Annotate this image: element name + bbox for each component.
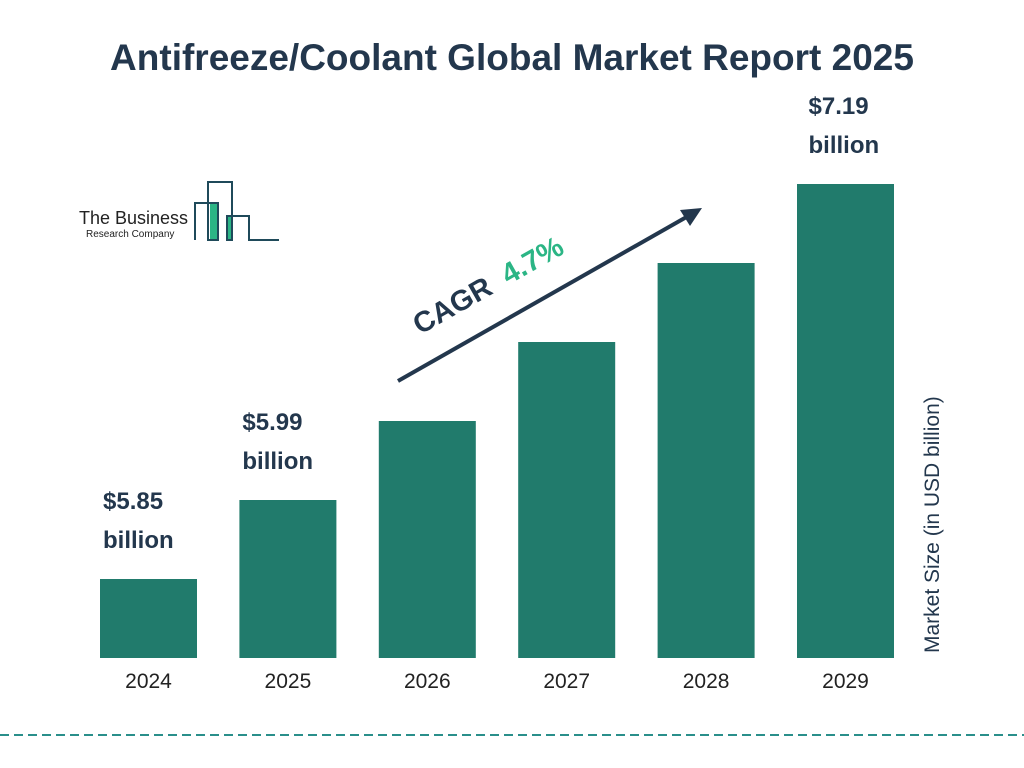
x-tick-label: 2027 [543, 670, 590, 693]
trend-arrow-line [397, 213, 691, 383]
bar-2027 [518, 342, 616, 658]
data-label: $5.99 [242, 409, 302, 436]
x-tick-label: 2026 [404, 670, 451, 693]
cagr-value: 4.7% [496, 231, 569, 292]
bar-2024 [100, 579, 197, 658]
arrow-head-icon [680, 208, 702, 226]
data-label: $7.19 [809, 93, 869, 120]
data-label: billion [809, 132, 880, 159]
svg-text:CAGR 4.7%: CAGR 4.7% [408, 231, 570, 341]
data-label: billion [103, 527, 174, 554]
chart-title: Antifreeze/Coolant Global Market Report … [110, 37, 914, 78]
x-tick-label: 2025 [265, 670, 312, 693]
bar-2026 [378, 421, 476, 658]
bar-2029 [797, 184, 894, 658]
bar-2025 [239, 500, 337, 658]
data-label: $5.85 [103, 488, 163, 515]
logo-line1: The Business [79, 208, 188, 228]
y-axis-label: Market Size (in USD billion) [921, 396, 944, 653]
company-logo: The Business Research Company [79, 181, 279, 241]
bar-2028 [657, 263, 755, 658]
x-tick-label: 2028 [683, 670, 730, 693]
logo-line2: Research Company [86, 229, 174, 240]
data-label: billion [242, 448, 313, 475]
x-tick-label: 2029 [822, 670, 869, 693]
x-tick-label: 2024 [125, 670, 172, 693]
